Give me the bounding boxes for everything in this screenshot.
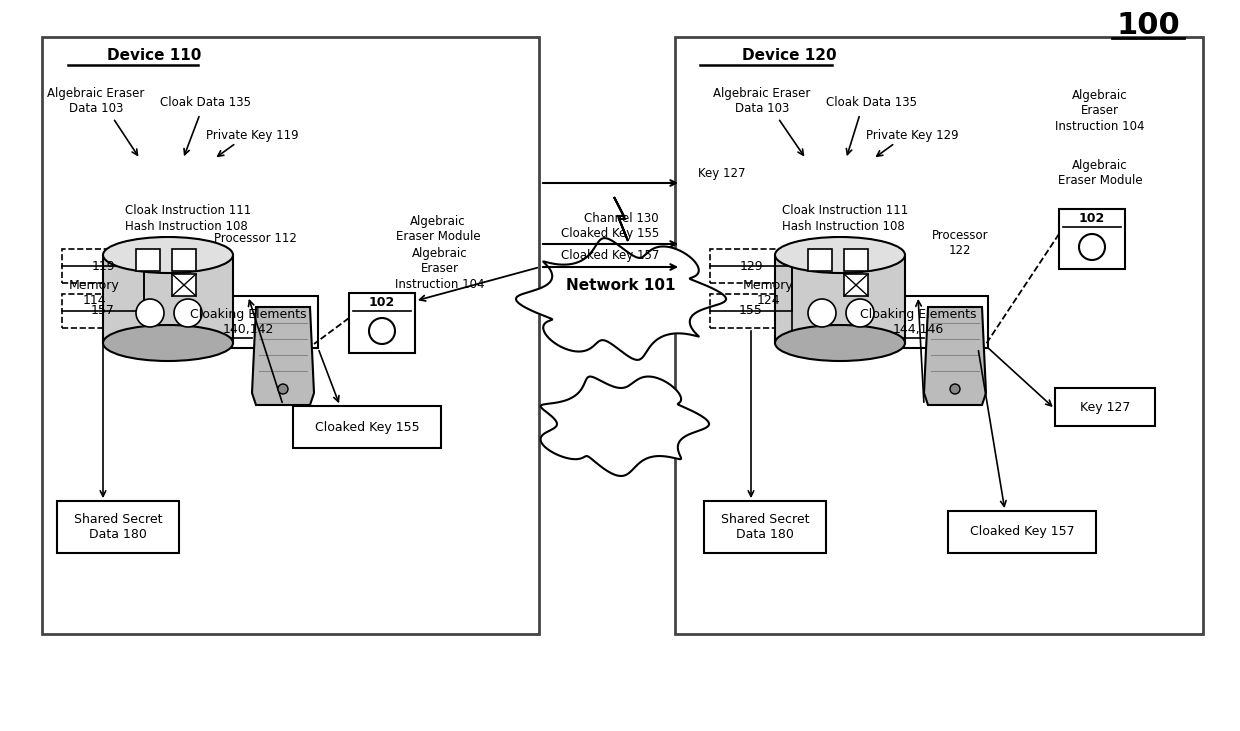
Text: Device 120: Device 120 [742, 48, 837, 64]
FancyBboxPatch shape [711, 294, 792, 328]
Circle shape [278, 384, 288, 394]
Text: Private Key 129: Private Key 129 [866, 129, 959, 143]
Text: Memory
114: Memory 114 [68, 279, 119, 307]
Circle shape [1079, 234, 1105, 260]
Text: Hash Instruction 108: Hash Instruction 108 [125, 221, 248, 233]
FancyBboxPatch shape [848, 296, 988, 348]
Circle shape [370, 318, 396, 344]
Text: Cloaked Key 155: Cloaked Key 155 [315, 420, 419, 433]
FancyBboxPatch shape [1055, 388, 1154, 426]
FancyBboxPatch shape [675, 37, 1203, 634]
FancyBboxPatch shape [711, 249, 792, 283]
Bar [808, 249, 832, 271]
Text: 155: 155 [739, 305, 763, 317]
FancyBboxPatch shape [949, 511, 1096, 553]
Text: Cloaking Elements
140,142: Cloaking Elements 140,142 [190, 308, 306, 336]
FancyBboxPatch shape [348, 293, 415, 353]
Circle shape [950, 384, 960, 394]
Bar [844, 249, 868, 271]
Circle shape [136, 299, 164, 327]
Text: Cloaking Elements
144,146: Cloaking Elements 144,146 [859, 308, 976, 336]
Text: Hash Instruction 108: Hash Instruction 108 [782, 221, 905, 233]
Text: Shared Secret
Data 180: Shared Secret Data 180 [720, 513, 810, 541]
Text: 102: 102 [1079, 211, 1105, 224]
Text: Private Key 119: Private Key 119 [206, 129, 299, 143]
FancyBboxPatch shape [42, 37, 539, 634]
FancyBboxPatch shape [293, 406, 441, 448]
Text: 129: 129 [739, 260, 763, 273]
Ellipse shape [775, 237, 905, 273]
FancyBboxPatch shape [62, 249, 144, 283]
Text: Processor
122: Processor 122 [931, 229, 988, 257]
Text: Memory
124: Memory 124 [743, 279, 794, 307]
Text: Device 110: Device 110 [107, 48, 201, 64]
Text: Cloaked Key 157: Cloaked Key 157 [970, 526, 1074, 539]
Text: Processor 112: Processor 112 [213, 232, 296, 246]
FancyBboxPatch shape [704, 501, 826, 553]
Text: Key 127: Key 127 [698, 167, 745, 180]
Text: Cloaked Key 157: Cloaked Key 157 [560, 249, 660, 262]
Text: Shared Secret
Data 180: Shared Secret Data 180 [73, 513, 162, 541]
Polygon shape [541, 376, 709, 476]
Circle shape [808, 299, 836, 327]
Text: 100: 100 [1116, 10, 1180, 39]
Text: Algebraic
Eraser
Instruction 104: Algebraic Eraser Instruction 104 [1055, 89, 1145, 132]
Circle shape [174, 299, 202, 327]
Bar [172, 249, 196, 271]
Ellipse shape [775, 325, 905, 361]
Polygon shape [924, 307, 986, 405]
Text: Algebraic
Eraser Module: Algebraic Eraser Module [1058, 159, 1142, 187]
Text: Key 127: Key 127 [1080, 401, 1130, 414]
Text: Algebraic
Eraser
Instruction 104: Algebraic Eraser Instruction 104 [396, 248, 485, 290]
Polygon shape [516, 238, 725, 360]
Bar [136, 249, 160, 271]
Text: Network 101: Network 101 [567, 279, 676, 294]
Text: Cloak Data 135: Cloak Data 135 [160, 96, 250, 110]
Text: Cloak Instruction 111: Cloak Instruction 111 [782, 205, 908, 218]
Text: 157: 157 [91, 305, 115, 317]
Text: Algebraic
Eraser Module: Algebraic Eraser Module [396, 215, 480, 243]
Polygon shape [252, 307, 314, 405]
FancyBboxPatch shape [1059, 209, 1125, 269]
FancyBboxPatch shape [62, 294, 144, 328]
Text: Algebraic Eraser
Data 103: Algebraic Eraser Data 103 [713, 87, 811, 115]
Text: Channel 130: Channel 130 [584, 213, 658, 225]
Text: Algebraic Eraser
Data 103: Algebraic Eraser Data 103 [47, 87, 145, 115]
Text: Cloak Data 135: Cloak Data 135 [827, 96, 918, 110]
FancyBboxPatch shape [179, 296, 317, 348]
Text: 102: 102 [368, 295, 396, 308]
Circle shape [846, 299, 874, 327]
Ellipse shape [103, 237, 233, 273]
Text: Cloak Instruction 111: Cloak Instruction 111 [125, 205, 252, 218]
Bar [844, 274, 868, 296]
FancyBboxPatch shape [57, 501, 179, 553]
Polygon shape [103, 255, 233, 343]
Polygon shape [775, 255, 905, 343]
Ellipse shape [103, 325, 233, 361]
Bar [172, 274, 196, 296]
Text: 119: 119 [92, 260, 115, 273]
Text: Cloaked Key 155: Cloaked Key 155 [560, 227, 660, 240]
Polygon shape [614, 197, 627, 241]
